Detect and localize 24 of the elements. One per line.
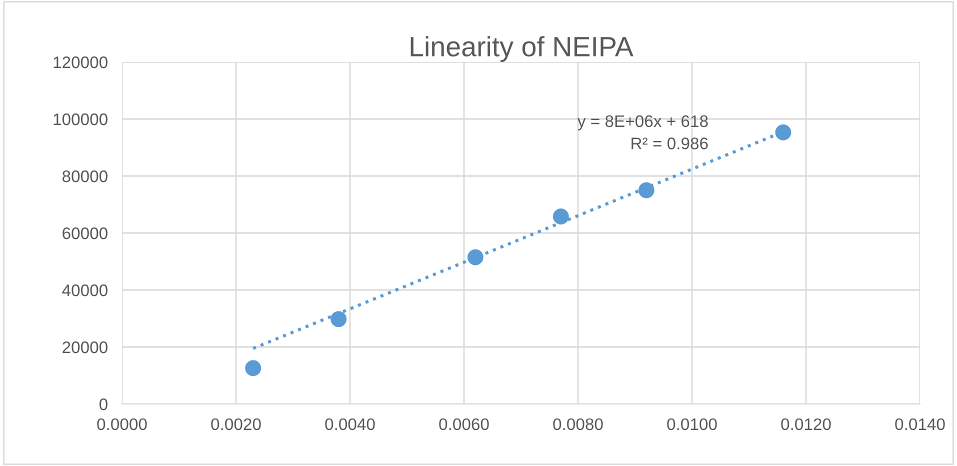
point [638,182,654,198]
y-tick-label: 100000 [54,113,108,126]
annotation: y = 8E+06x + 618 [577,115,708,130]
y-tick-label: 60000 [62,227,108,240]
x-tick-label: 0.0020 [211,418,261,430]
y-tick-label: 40000 [62,284,108,296]
annotation: R² = 0.986 [632,138,708,150]
point [330,311,347,328]
point [245,360,262,376]
x-tick-label: 0.0100 [667,418,717,430]
x-tick-label: 0.0120 [781,418,831,430]
x-tick-label: 0.0000 [97,418,147,430]
x-tick-label: 0.0040 [325,418,375,430]
y-tick-label: 0 [99,398,108,410]
x-tick-label: 0.0060 [439,418,489,430]
y-tick-label: 120000 [54,56,108,68]
point [775,124,792,140]
chart-title: Linearity of NEIPA [410,36,634,62]
x-tick-label: 0.0080 [553,418,603,430]
point [467,249,484,266]
point [552,208,569,224]
x-tick-label: 0.0140 [895,418,945,430]
y-tick-label: 20000 [62,341,108,354]
y-tick-label: 80000 [62,170,108,182]
